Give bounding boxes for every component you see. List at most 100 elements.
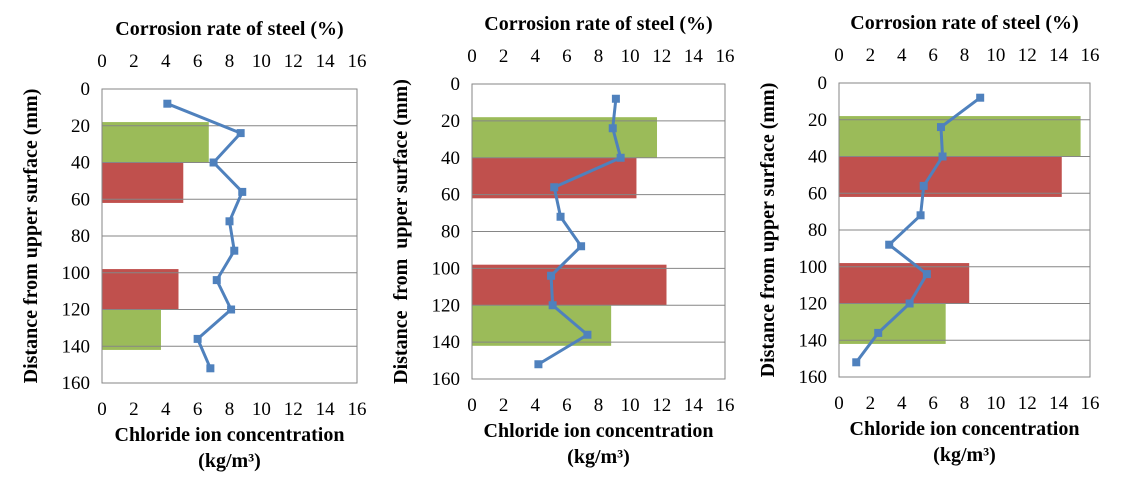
x-tick-label-top: 8 bbox=[225, 51, 235, 72]
x-tick-label-top: 12 bbox=[284, 51, 303, 72]
y-tick-label: 80 bbox=[441, 222, 460, 243]
bar bbox=[102, 309, 161, 350]
x-tick-label-bottom: 16 bbox=[1081, 393, 1100, 414]
line-point bbox=[905, 299, 914, 308]
line-point bbox=[976, 93, 985, 102]
x-tick-label-top: 14 bbox=[1049, 45, 1069, 66]
x-tick-label-top: 14 bbox=[684, 46, 704, 67]
top-axis-title: Corrosion rate of steel (%) bbox=[850, 12, 1078, 34]
x-tick-label-top: 16 bbox=[1081, 45, 1100, 66]
x-tick-label-bottom: 12 bbox=[1018, 393, 1037, 414]
x-tick-label-bottom: 6 bbox=[928, 393, 938, 414]
x-tick-label-bottom: 6 bbox=[193, 399, 203, 420]
bottom-axis-title: Chloride ion concentration bbox=[115, 424, 345, 446]
y-tick-label: 80 bbox=[71, 226, 90, 247]
x-tick-label-bottom: 10 bbox=[986, 393, 1005, 414]
y-tick-label: 120 bbox=[62, 300, 91, 321]
bar bbox=[839, 303, 946, 344]
y-tick-label: 120 bbox=[799, 294, 828, 315]
line-point bbox=[885, 240, 894, 249]
x-tick-label-top: 12 bbox=[1018, 45, 1037, 66]
line-point bbox=[206, 364, 215, 373]
y-tick-label: 80 bbox=[808, 220, 827, 241]
x-tick-label-bottom: 12 bbox=[284, 399, 303, 420]
x-tick-label-bottom: 0 bbox=[97, 399, 107, 420]
x-tick-label-top: 10 bbox=[621, 46, 640, 67]
x-tick-label-bottom: 10 bbox=[621, 395, 640, 416]
y-tick-label: 0 bbox=[81, 79, 91, 100]
x-tick-label-bottom: 2 bbox=[866, 393, 876, 414]
y-tick-label: 40 bbox=[441, 148, 460, 169]
line-point bbox=[577, 242, 586, 251]
y-tick-label: 140 bbox=[432, 332, 461, 353]
line-point bbox=[238, 187, 247, 196]
bottom-axis-unit: (kg/m³) bbox=[198, 450, 261, 472]
line-point bbox=[916, 211, 925, 220]
line-point bbox=[919, 181, 928, 190]
x-tick-label-bottom: 14 bbox=[684, 395, 704, 416]
plot-frame bbox=[838, 82, 1091, 378]
x-tick-label-top: 16 bbox=[348, 51, 367, 72]
y-tick-label: 20 bbox=[71, 116, 90, 137]
x-tick-label-top: 14 bbox=[316, 51, 336, 72]
line-series bbox=[855, 96, 982, 364]
plot-frame bbox=[101, 88, 358, 384]
line-point bbox=[852, 358, 861, 367]
line-point bbox=[230, 246, 239, 255]
line-point bbox=[548, 301, 557, 310]
line-point bbox=[616, 153, 625, 162]
line-point bbox=[922, 270, 931, 279]
x-tick-label-top: 8 bbox=[960, 45, 970, 66]
x-tick-label-bottom: 0 bbox=[834, 393, 844, 414]
y-tick-label: 160 bbox=[62, 373, 91, 394]
x-tick-label-bottom: 10 bbox=[252, 399, 271, 420]
x-tick-label-bottom: 14 bbox=[1049, 393, 1069, 414]
y-tick-label: 20 bbox=[808, 110, 827, 131]
x-tick-label-bottom: 6 bbox=[562, 395, 572, 416]
x-tick-label-bottom: 2 bbox=[129, 399, 139, 420]
y-tick-label: 40 bbox=[71, 153, 90, 174]
line-point bbox=[547, 271, 556, 280]
bar bbox=[472, 264, 667, 306]
line-series bbox=[537, 98, 623, 366]
y-tick-label: 20 bbox=[441, 111, 460, 132]
bar bbox=[472, 305, 612, 346]
line-point bbox=[209, 158, 218, 167]
x-tick-label-top: 2 bbox=[866, 45, 876, 66]
line-point bbox=[193, 334, 202, 343]
y-tick-label: 100 bbox=[62, 263, 91, 284]
line-point bbox=[583, 330, 592, 339]
y-tick-label: 140 bbox=[799, 330, 828, 351]
x-tick-label-bottom: 4 bbox=[897, 393, 907, 414]
x-tick-label-bottom: 4 bbox=[531, 395, 541, 416]
line-point bbox=[534, 360, 543, 369]
line-point bbox=[874, 328, 883, 337]
bottom-axis-unit: (kg/m³) bbox=[567, 446, 630, 468]
line-point bbox=[163, 99, 172, 108]
x-tick-label-top: 6 bbox=[193, 51, 203, 72]
line-point bbox=[611, 94, 620, 103]
x-tick-label-top: 0 bbox=[97, 51, 107, 72]
bar bbox=[102, 162, 184, 203]
y-tick-label: 160 bbox=[432, 369, 461, 390]
x-tick-label-bottom: 14 bbox=[316, 399, 336, 420]
bottom-axis-title: Chloride ion concentration bbox=[850, 418, 1080, 440]
y-tick-label: 60 bbox=[71, 189, 90, 210]
x-tick-label-bottom: 16 bbox=[348, 399, 367, 420]
line-point bbox=[936, 123, 945, 132]
bottom-axis-title: Chloride ion concentration bbox=[484, 420, 714, 442]
bar bbox=[472, 117, 658, 158]
line-point bbox=[227, 305, 236, 314]
x-tick-label-top: 4 bbox=[531, 46, 541, 67]
bar bbox=[102, 122, 209, 163]
x-tick-label-bottom: 12 bbox=[652, 395, 671, 416]
x-tick-label-top: 2 bbox=[499, 46, 509, 67]
y-tick-label: 100 bbox=[799, 257, 828, 278]
x-tick-label-top: 10 bbox=[252, 51, 271, 72]
line-point bbox=[550, 183, 559, 192]
x-tick-label-bottom: 8 bbox=[225, 399, 235, 420]
y-axis-title: Distance from upper surface (mm) bbox=[390, 79, 412, 384]
